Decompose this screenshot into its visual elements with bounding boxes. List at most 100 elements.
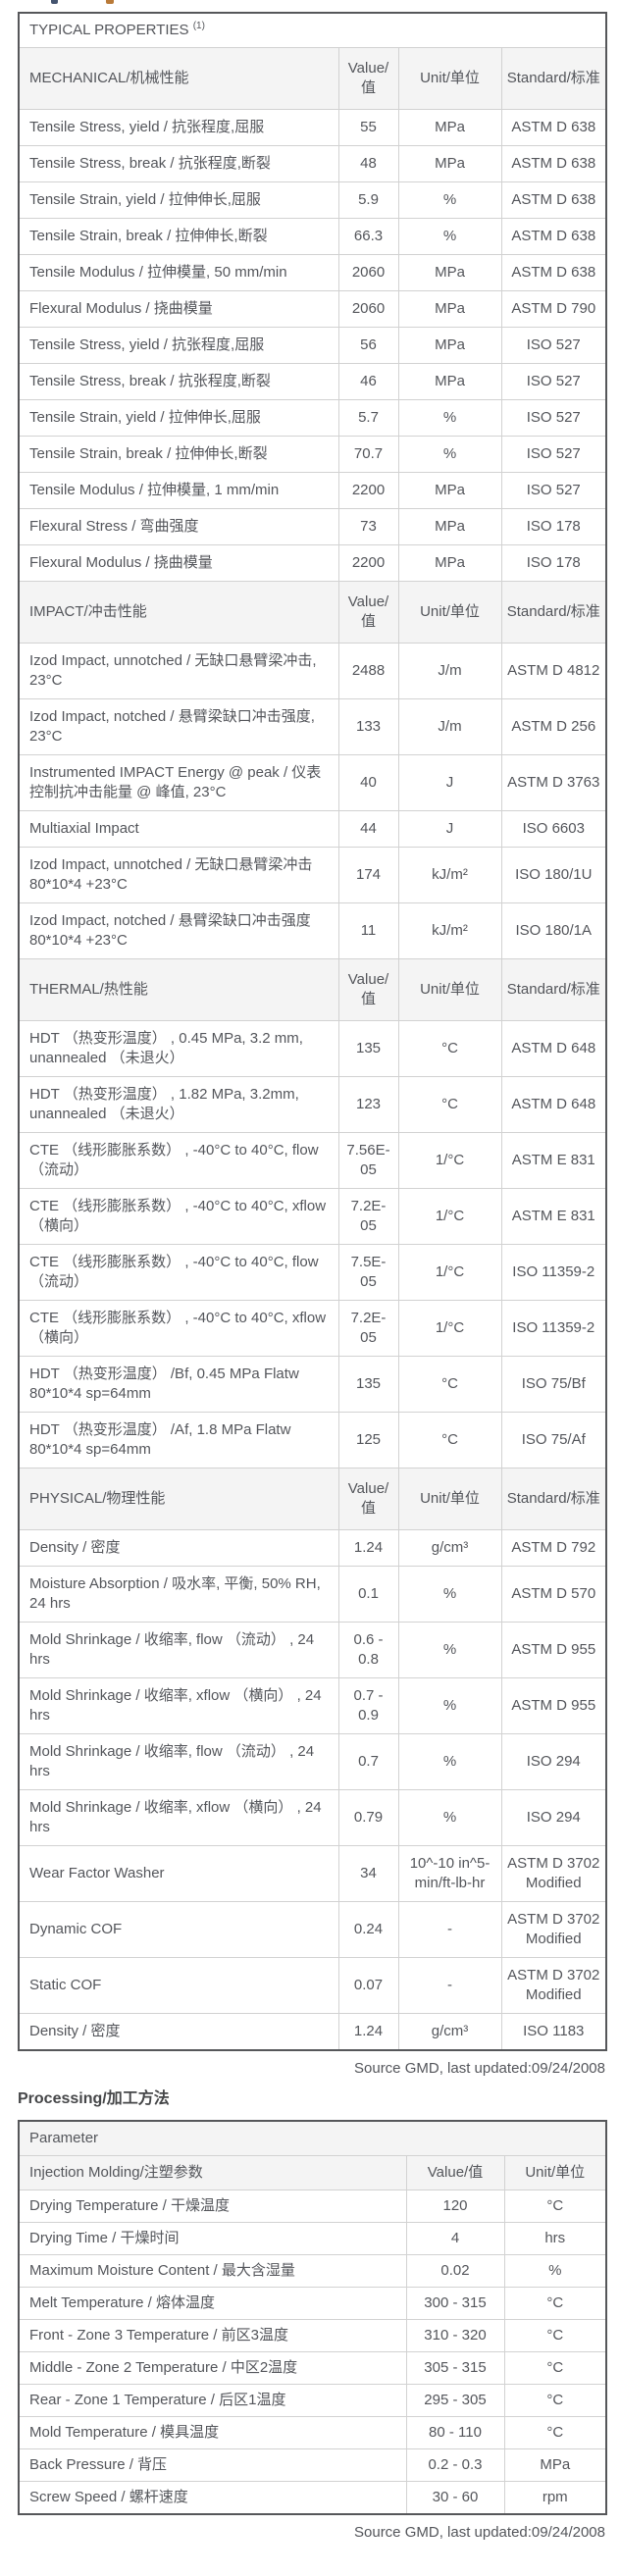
section-header-row: THERMAL/热性能 Value/值 Unit/单位 Standard/标准 xyxy=(18,958,607,1021)
property-name-cell: Izod Impact, notched / 悬臂梁缺口冲击强度, 23°C xyxy=(18,698,339,755)
property-row: Izod Impact, unnotched / 无缺口悬臂梁冲击 80*10*… xyxy=(18,847,607,903)
property-value-cell: 0.1 xyxy=(337,1566,399,1623)
property-row: HDT （热变形温度） , 1.82 MPa, 3.2mm, unanneale… xyxy=(18,1076,607,1133)
property-value-cell: 7.5E-05 xyxy=(337,1244,399,1301)
parameter-unit-cell: °C xyxy=(503,2384,607,2417)
property-row: Izod Impact, notched / 悬臂梁缺口冲击强度, 23°C 13… xyxy=(18,698,607,755)
parameter-name-cell: Maximum Moisture Content / 最大含湿量 xyxy=(18,2254,407,2288)
property-unit-cell: g/cm³ xyxy=(397,1529,502,1567)
property-value-cell: 2200 xyxy=(337,544,399,582)
property-value-cell: 11 xyxy=(337,902,399,959)
property-row: Density / 密度 1.24 g/cm³ ISO 1183 xyxy=(18,2013,607,2051)
parameter-name-cell: Front - Zone 3 Temperature / 前区3温度 xyxy=(18,2319,407,2352)
property-unit-cell: °C xyxy=(397,1076,502,1133)
property-name-cell: Tensile Stress, break / 抗张程度,断裂 xyxy=(18,145,339,182)
clipped-text-fragment xyxy=(106,0,114,4)
property-standard-cell: ASTM D 955 xyxy=(500,1677,607,1734)
section-name-cell: IMPACT/冲击性能 xyxy=(18,581,339,644)
property-standard-cell: ASTM D 3702 Modified xyxy=(500,1957,607,2014)
property-standard-cell: ISO 1183 xyxy=(500,2013,607,2051)
parameter-value-cell: 310 - 320 xyxy=(405,2319,505,2352)
property-standard-cell: ASTM E 831 xyxy=(500,1188,607,1245)
property-unit-cell: MPa xyxy=(397,508,502,545)
parameter-value-cell: 0.2 - 0.3 xyxy=(405,2448,505,2482)
parameter-value-cell: 300 - 315 xyxy=(405,2287,505,2320)
property-name-cell: Flexural Modulus / 挠曲模量 xyxy=(18,544,339,582)
parameter-row: Melt Temperature / 熔体温度 300 - 315 °C xyxy=(18,2287,607,2320)
table-title-row: TYPICAL PROPERTIES (1) xyxy=(18,12,607,48)
property-row: Tensile Strain, yield / 拉伸伸长,屈服 5.9% ASTM … xyxy=(18,181,607,219)
property-unit-cell: J xyxy=(397,810,502,848)
property-unit-cell: MPa xyxy=(397,363,502,400)
section-header-row: MECHANICAL/机械性能 Value/值 Unit/单位 Standard/标准 xyxy=(18,47,607,110)
parameter-name-cell: Melt Temperature / 熔体温度 xyxy=(18,2287,407,2320)
property-standard-cell: ASTM D 638 xyxy=(500,181,607,219)
property-unit-cell: 1/°C xyxy=(397,1244,502,1301)
unit-header-cell: Unit/单位 xyxy=(503,2155,607,2190)
unit-header-cell: Unit/单位 xyxy=(397,1468,502,1530)
property-value-cell: 174 xyxy=(337,847,399,903)
property-value-cell: 2200 xyxy=(337,472,399,509)
parameter-unit-cell: °C xyxy=(503,2319,607,2352)
property-row: Flexural Modulus / 挠曲模量 2060 MPa ASTM D 790 xyxy=(18,290,607,328)
property-row: Static COF 0.07- ASTM D 3702 Modified xyxy=(18,1957,607,2014)
property-unit-cell: MPa xyxy=(397,254,502,291)
property-name-cell: Tensile Strain, break / 拉伸伸长,断裂 xyxy=(18,436,339,473)
property-standard-cell: ISO 11359-2 xyxy=(500,1244,607,1301)
property-standard-cell: ISO 527 xyxy=(500,327,607,364)
property-name-cell: Izod Impact, unnotched / 无缺口悬臂梁冲击, 23°C xyxy=(18,643,339,699)
property-name-cell: Izod Impact, unnotched / 无缺口悬臂梁冲击 80*10*… xyxy=(18,847,339,903)
processing-heading: Processing/加工方法 xyxy=(18,2090,170,2107)
property-unit-cell: % xyxy=(397,1566,502,1623)
property-standard-cell: ISO 294 xyxy=(500,1789,607,1846)
property-value-cell: 0.24 xyxy=(337,1901,399,1958)
section-name-cell: PHYSICAL/物理性能 xyxy=(18,1468,339,1530)
property-unit-cell: % xyxy=(397,399,502,437)
parameter-name-cell: Rear - Zone 1 Temperature / 后区1温度 xyxy=(18,2384,407,2417)
property-unit-cell: °C xyxy=(397,1412,502,1468)
parameter-row: Drying Time / 干燥时间 4 hrs xyxy=(18,2222,607,2255)
value-header-cell: Value/值 xyxy=(337,1468,399,1530)
parameter-name-cell: Drying Time / 干燥时间 xyxy=(18,2222,407,2255)
property-standard-cell: ASTM D 648 xyxy=(500,1020,607,1077)
parameter-row: Drying Temperature / 干燥温度 120 °C xyxy=(18,2190,607,2223)
property-unit-cell: % xyxy=(397,1733,502,1790)
property-unit-cell: - xyxy=(397,1957,502,2014)
property-name-cell: HDT （热变形温度） , 0.45 MPa, 3.2 mm, unanneal… xyxy=(18,1020,339,1077)
property-row: Tensile Stress, break / 抗张程度,断裂 46 MPa ISO … xyxy=(18,363,607,400)
parameter-name-cell: Middle - Zone 2 Temperature / 中区2温度 xyxy=(18,2351,407,2385)
property-value-cell: 66.3 xyxy=(337,218,399,255)
value-header-cell: Value/值 xyxy=(337,581,399,644)
property-name-cell: Instrumented IMPACT Energy @ peak / 仪表控制… xyxy=(18,754,339,811)
property-name-cell: Mold Shrinkage / 收缩率, flow （流动） , 24 hrs xyxy=(18,1622,339,1678)
property-unit-cell: % xyxy=(397,1622,502,1678)
property-unit-cell: % xyxy=(397,218,502,255)
property-name-cell: Tensile Stress, yield / 抗张程度,屈服 xyxy=(18,109,339,146)
property-standard-cell: ISO 180/1U xyxy=(500,847,607,903)
property-row: Wear Factor Washer 34 10^-10 in^5-min/ft-l… xyxy=(18,1845,607,1902)
typical-properties-table: TYPICAL PROPERTIES (1) MECHANICAL/机械性能 Val… xyxy=(18,12,608,2051)
footnote-marker: (1) xyxy=(192,21,205,31)
property-row: Mold Shrinkage / 收缩率, flow （流动） , 24 hrs… xyxy=(18,1622,607,1678)
property-name-cell: Mold Shrinkage / 收缩率, flow （流动） , 24 hrs xyxy=(18,1733,339,1790)
section-name-cell: THERMAL/热性能 xyxy=(18,958,339,1021)
property-row: Tensile Modulus / 拉伸模量, 50 mm/min 2060 MPa… xyxy=(18,254,607,291)
processing-table: Parameter Injection Molding/注塑参数 Value/值 Un… xyxy=(18,2120,608,2515)
section-header-row: PHYSICAL/物理性能 Value/值 Unit/单位 Standard/标准 xyxy=(18,1468,607,1530)
property-row: Mold Shrinkage / 收缩率, xflow （横向） , 24 hr… xyxy=(18,1789,607,1846)
property-standard-cell: ASTM D 3702 Modified xyxy=(500,1901,607,1958)
property-unit-cell: % xyxy=(397,1789,502,1846)
property-name-cell: Tensile Stress, break / 抗张程度,断裂 xyxy=(18,363,339,400)
property-standard-cell: ISO 75/Af xyxy=(500,1412,607,1468)
property-row: Tensile Strain, break / 拉伸伸长,断裂 70.7% ISO … xyxy=(18,436,607,473)
property-name-cell: Flexural Modulus / 挠曲模量 xyxy=(18,290,339,328)
property-row: CTE （线形膨胀系数） , -40°C to 40°C, flow （流动） 7… xyxy=(18,1244,607,1301)
property-row: Tensile Strain, break / 拉伸伸长,断裂 66.3% ASTM… xyxy=(18,218,607,255)
property-unit-cell: J/m xyxy=(397,698,502,755)
property-standard-cell: ASTM D 790 xyxy=(500,290,607,328)
property-standard-cell: ASTM D 638 xyxy=(500,218,607,255)
property-value-cell: 2060 xyxy=(337,290,399,328)
property-unit-cell: 10^-10 in^5-min/ft-lb-hr xyxy=(397,1845,502,1902)
property-standard-cell: ASTM D 638 xyxy=(500,145,607,182)
property-name-cell: HDT （热变形温度） /Af, 1.8 MPa Flatw 80*10*4 s… xyxy=(18,1412,339,1468)
